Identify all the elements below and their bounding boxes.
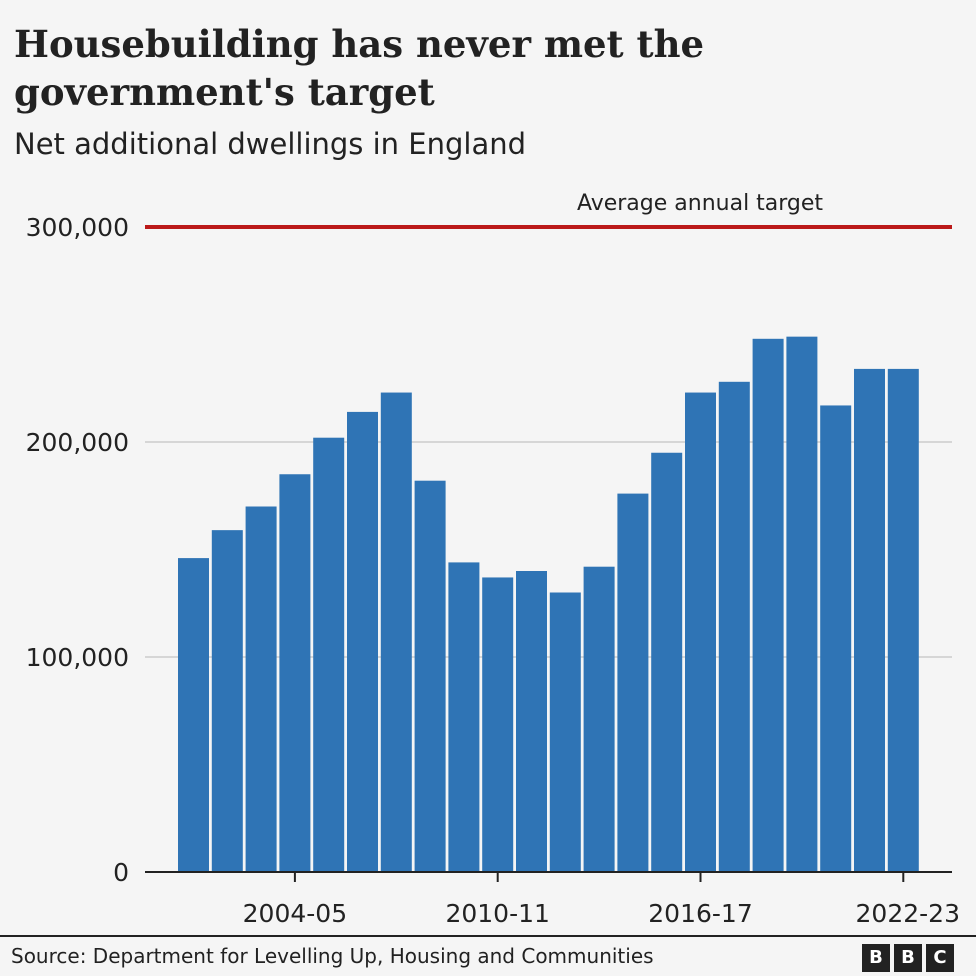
y-tick-label-300000: 300,000 (26, 213, 129, 242)
logo-letter-c: C (926, 944, 954, 972)
bar-2022-23 (887, 368, 919, 872)
bar-2013-14 (583, 566, 615, 872)
bar-2010-11 (482, 577, 514, 872)
bar-2015-16 (651, 452, 683, 872)
bar-2012-13 (549, 592, 581, 872)
x-tick-label-2022-23: 2022-23 (856, 899, 960, 928)
x-tick-label-2004-05: 2004-05 (243, 899, 347, 928)
bar-2020-21 (820, 405, 852, 872)
y-tick-label-100000: 100,000 (26, 643, 129, 672)
bar-2005-06 (313, 437, 345, 872)
chart-title: Housebuilding has never met the governme… (14, 22, 705, 114)
x-tick-label-2010-11: 2010-11 (445, 899, 549, 928)
source-note: Source: Department for Levelling Up, Hou… (11, 944, 654, 968)
logo-letter-b2: B (894, 944, 922, 972)
bar-2017-18 (718, 381, 750, 872)
bar-2002-03 (211, 530, 243, 872)
bar-2014-15 (617, 493, 649, 872)
bar-2004-05 (279, 474, 311, 872)
footer-divider (0, 935, 976, 937)
bar-chart: 0 100,000 200,000 300,000 2004-05 2010-11 201… (26, 191, 960, 928)
x-tick-label-2016-17: 2016-17 (648, 899, 752, 928)
bar-2021-22 (854, 368, 885, 872)
y-axis-tick-labels: 0 100,000 200,000 300,000 (26, 213, 129, 887)
target-label: Average annual target (577, 191, 823, 216)
bar-2008-09 (414, 480, 446, 872)
y-tick-label-0: 0 (113, 858, 129, 887)
logo-letter-b1: B (862, 944, 890, 972)
x-axis-tick-labels: 2004-05 2010-11 2016-17 2022-23 (243, 899, 960, 928)
bar-2018-19 (752, 338, 784, 872)
bar-2003-04 (245, 506, 277, 872)
chart-subtitle: Net additional dwellings in England (14, 127, 527, 161)
bar-2016-17 (685, 392, 716, 872)
target-annotation: Average annual target (145, 191, 952, 229)
y-tick-label-200000: 200,000 (26, 428, 129, 457)
bar-2007-08 (380, 392, 412, 872)
bar-2006-07 (347, 411, 378, 872)
axes (145, 871, 952, 882)
bbc-logo: B B C (862, 944, 954, 972)
bar-2011-12 (516, 571, 547, 872)
bar-2009-10 (448, 562, 480, 872)
bar-2001-02 (178, 558, 209, 872)
bar-2019-20 (786, 336, 818, 872)
bars (178, 336, 919, 872)
